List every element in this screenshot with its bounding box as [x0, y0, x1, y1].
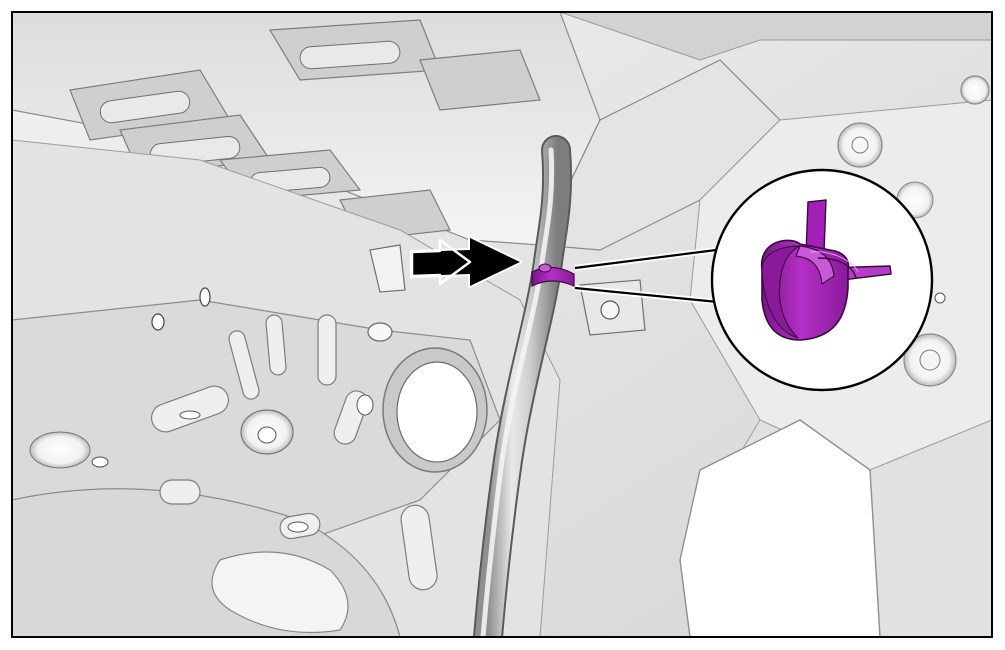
- lower-right-opening: [679, 419, 881, 637]
- arch-pocket: [211, 551, 349, 634]
- hose-clamp: [531, 263, 575, 287]
- hose: [473, 135, 573, 637]
- figure-border: [11, 11, 993, 638]
- roof-panel: [12, 12, 992, 61]
- large-access-hole: [382, 347, 488, 473]
- detail-magnifier: [710, 168, 934, 392]
- clamp-mount-bracket: [369, 244, 646, 336]
- embossed-features: [150, 314, 438, 591]
- callout-leader-lines: [574, 246, 725, 305]
- spring-clamp-icon: [761, 199, 892, 341]
- double-arrow-icon: [410, 236, 522, 288]
- small-pierce-holes: [29, 287, 393, 533]
